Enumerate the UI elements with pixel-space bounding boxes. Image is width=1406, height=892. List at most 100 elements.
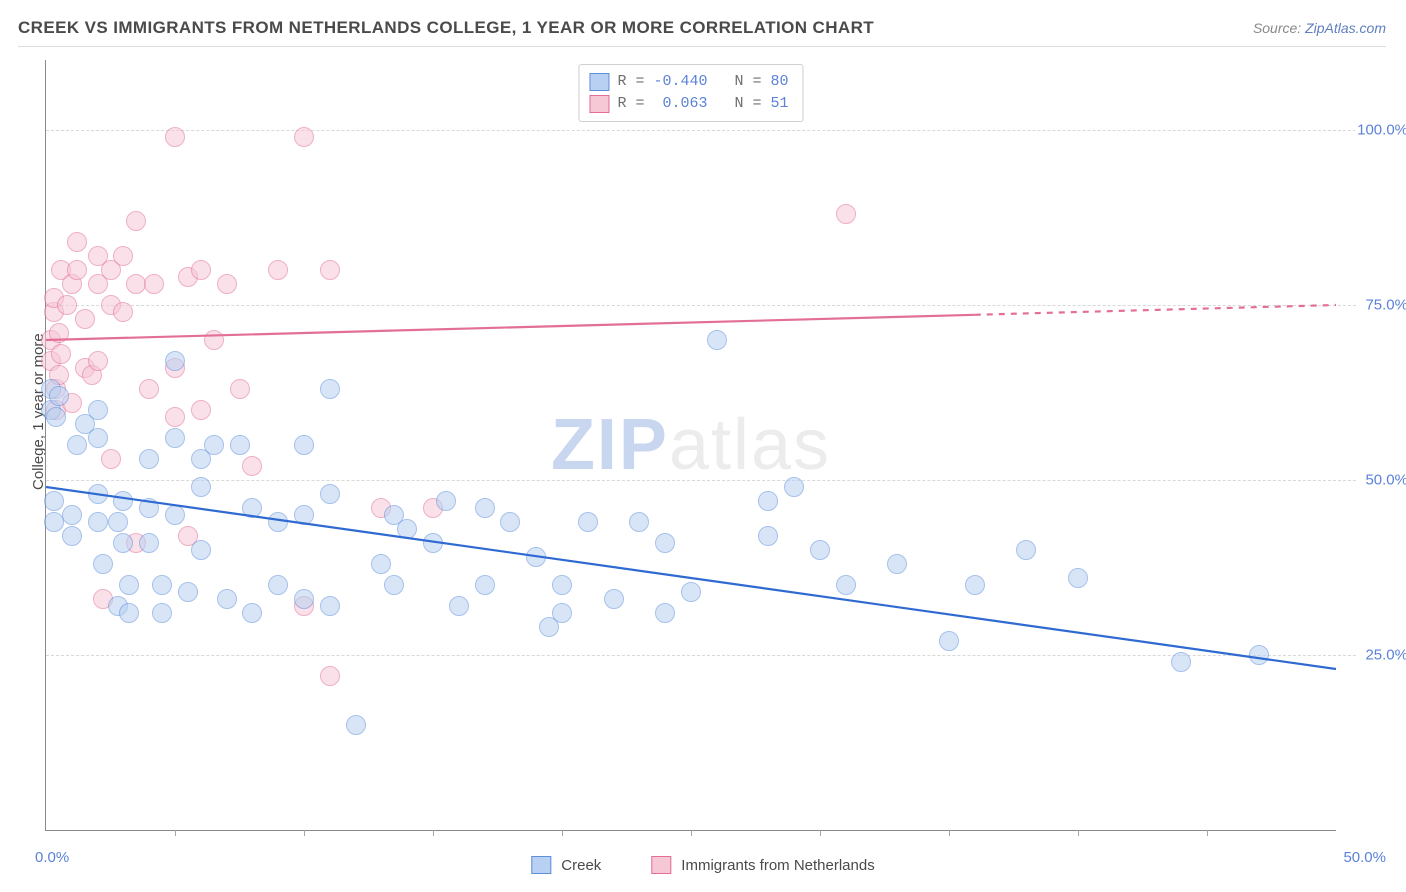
data-point-netherlands [101, 449, 121, 469]
data-point-creek [204, 435, 224, 455]
watermark-part2: atlas [669, 405, 831, 485]
chart-source: Source: ZipAtlas.com [1253, 20, 1386, 36]
data-point-creek [681, 582, 701, 602]
data-point-netherlands [67, 232, 87, 252]
data-point-creek [578, 512, 598, 532]
chart-title: CREEK VS IMMIGRANTS FROM NETHERLANDS COL… [18, 18, 874, 38]
data-point-netherlands [51, 344, 71, 364]
data-point-creek [139, 533, 159, 553]
data-point-creek [320, 379, 340, 399]
data-point-creek [1249, 645, 1269, 665]
data-point-creek [758, 526, 778, 546]
data-point-netherlands [836, 204, 856, 224]
y-tick-label: 50.0% [1363, 472, 1406, 489]
x-axis-label-min: 0.0% [35, 849, 69, 866]
data-point-netherlands [230, 379, 250, 399]
data-point-creek [152, 603, 172, 623]
data-point-creek [165, 428, 185, 448]
data-point-creek [88, 484, 108, 504]
data-point-creek [113, 533, 133, 553]
gridline-h [46, 305, 1356, 306]
watermark-part1: ZIP [551, 405, 669, 485]
data-point-creek [191, 477, 211, 497]
chart-header: CREEK VS IMMIGRANTS FROM NETHERLANDS COL… [18, 10, 1386, 47]
x-tick [949, 830, 950, 836]
data-point-netherlands [88, 351, 108, 371]
data-point-creek [165, 351, 185, 371]
data-point-creek [294, 505, 314, 525]
data-point-netherlands [144, 274, 164, 294]
data-point-creek [152, 575, 172, 595]
data-point-creek [346, 715, 366, 735]
legend-swatch-a [589, 73, 609, 91]
data-point-creek [191, 540, 211, 560]
legend-swatch-b [589, 95, 609, 113]
data-point-creek [88, 512, 108, 532]
data-point-creek [242, 498, 262, 518]
data-point-creek [552, 603, 572, 623]
y-tick-label: 25.0% [1363, 647, 1406, 664]
data-point-netherlands [75, 309, 95, 329]
data-point-netherlands [113, 302, 133, 322]
data-point-netherlands [126, 211, 146, 231]
legend-stats-b: R = 0.063 N = 51 [617, 93, 788, 115]
data-point-creek [552, 575, 572, 595]
data-point-netherlands [320, 666, 340, 686]
data-point-netherlands [320, 260, 340, 280]
data-point-creek [268, 575, 288, 595]
data-point-creek [62, 526, 82, 546]
data-point-creek [784, 477, 804, 497]
data-point-creek [46, 407, 66, 427]
x-tick [691, 830, 692, 836]
x-tick [433, 830, 434, 836]
data-point-netherlands [217, 274, 237, 294]
data-point-creek [242, 603, 262, 623]
data-point-netherlands [49, 323, 69, 343]
x-tick [304, 830, 305, 836]
data-point-creek [119, 575, 139, 595]
legend-label-creek: Creek [561, 857, 601, 874]
data-point-creek [49, 386, 69, 406]
data-point-creek [320, 484, 340, 504]
y-tick-label: 75.0% [1363, 297, 1406, 314]
data-point-creek [836, 575, 856, 595]
data-point-creek [294, 589, 314, 609]
data-point-creek [230, 435, 250, 455]
data-point-creek [217, 589, 237, 609]
gridline-h [46, 655, 1356, 656]
legend-row-a: R = -0.440 N = 80 [589, 71, 788, 93]
data-point-netherlands [67, 260, 87, 280]
data-point-netherlands [139, 379, 159, 399]
data-point-creek [384, 575, 404, 595]
data-point-netherlands [294, 127, 314, 147]
gridline-h [46, 130, 1356, 131]
scatter-plot-area: ZIPatlas R = -0.440 N = 80 R = 0.063 N =… [45, 60, 1336, 831]
data-point-creek [810, 540, 830, 560]
data-point-creek [371, 554, 391, 574]
data-point-creek [526, 547, 546, 567]
data-point-creek [139, 449, 159, 469]
x-axis-label-max: 50.0% [1343, 849, 1386, 866]
data-point-netherlands [268, 260, 288, 280]
data-point-netherlands [204, 330, 224, 350]
source-label: Source: [1253, 20, 1301, 36]
data-point-creek [44, 491, 64, 511]
data-point-creek [629, 512, 649, 532]
data-point-creek [294, 435, 314, 455]
data-point-creek [655, 603, 675, 623]
data-point-netherlands [191, 400, 211, 420]
watermark: ZIPatlas [551, 404, 831, 486]
source-link[interactable]: ZipAtlas.com [1305, 20, 1386, 36]
data-point-creek [268, 512, 288, 532]
data-point-creek [436, 491, 456, 511]
data-point-netherlands [191, 260, 211, 280]
data-point-creek [67, 435, 87, 455]
legend-swatch-creek [531, 856, 551, 874]
data-point-creek [1016, 540, 1036, 560]
data-point-creek [44, 512, 64, 532]
x-tick [175, 830, 176, 836]
data-point-creek [604, 589, 624, 609]
gridline-h [46, 480, 1356, 481]
data-point-creek [965, 575, 985, 595]
data-point-creek [178, 582, 198, 602]
